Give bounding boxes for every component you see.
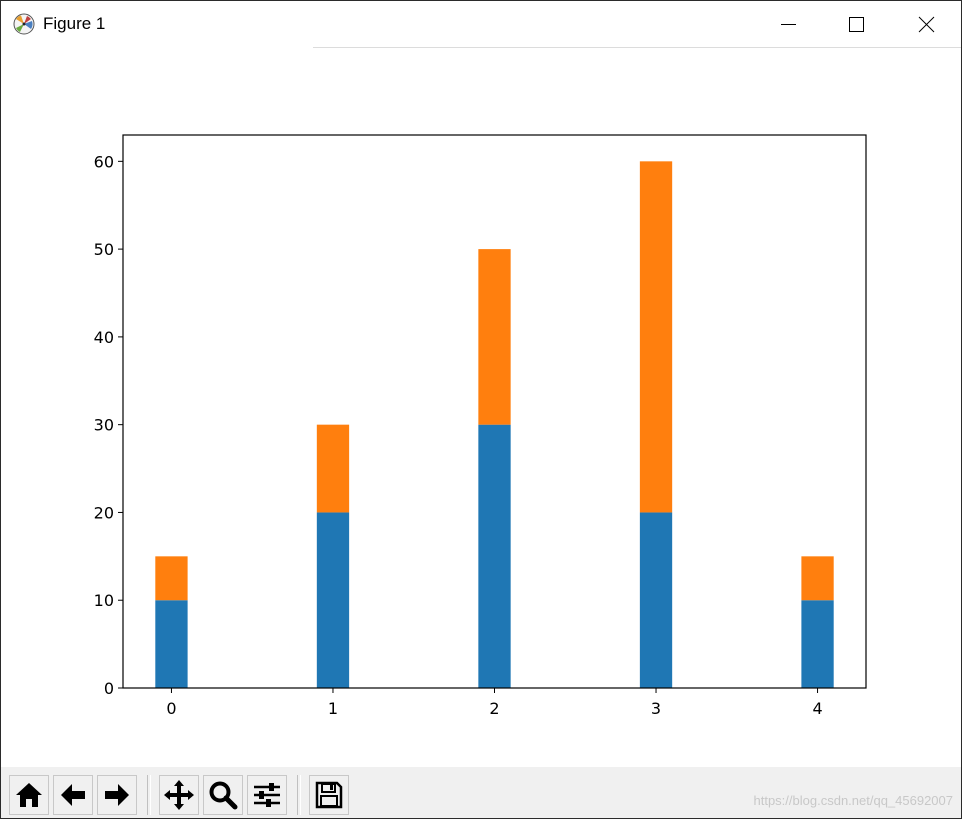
toolbar-separator: [147, 775, 151, 815]
title-bar[interactable]: Figure 1: [1, 1, 961, 47]
close-button[interactable]: [891, 1, 961, 47]
bar-base-3: [639, 512, 673, 688]
y-tick-label: 20: [94, 503, 114, 522]
close-icon: [918, 16, 935, 33]
window-title: Figure 1: [43, 14, 106, 33]
x-axis: 0 1 2 3 4: [166, 688, 823, 718]
y-tick-label: 10: [94, 591, 114, 610]
y-axis: 0 10 20 30 40 50 60: [94, 152, 123, 698]
x-tick-label: 2: [489, 699, 499, 718]
forward-button[interactable]: [97, 775, 137, 815]
minimize-icon: [781, 24, 796, 25]
watermark-text: https://blog.csdn.net/qq_45692007: [753, 793, 954, 808]
x-tick-label: 4: [812, 699, 822, 718]
arrow-left-icon: [61, 784, 85, 806]
figure-canvas[interactable]: 0 10 20 30 40 50 60 0 1 2 3 4: [1, 48, 961, 767]
y-tick-label: 0: [104, 679, 114, 698]
x-tick-label: 3: [651, 699, 661, 718]
x-tick-label: 1: [328, 699, 338, 718]
maximize-button[interactable]: [821, 1, 891, 47]
bar-base-4: [801, 600, 834, 688]
home-button[interactable]: [9, 775, 49, 815]
y-tick-label: 50: [94, 240, 114, 259]
back-button[interactable]: [53, 775, 93, 815]
title-divider: [313, 47, 961, 48]
arrow-right-icon: [105, 784, 129, 806]
sliders-icon: [254, 783, 280, 807]
minimize-button[interactable]: [753, 1, 823, 47]
pan-button[interactable]: [159, 775, 199, 815]
x-tick-label: 0: [166, 699, 176, 718]
y-tick-label: 40: [94, 328, 114, 347]
y-tick-label: 60: [94, 152, 114, 171]
zoom-button[interactable]: [203, 775, 243, 815]
maximize-icon: [849, 17, 864, 32]
move-icon: [164, 780, 194, 810]
bar-top-1: [316, 424, 350, 513]
bar-base-2: [478, 424, 511, 688]
bar-top-3: [639, 161, 673, 513]
navigation-toolbar: https://blog.csdn.net/qq_45692007: [1, 767, 961, 818]
bar-base-1: [316, 512, 350, 688]
y-tick-label: 30: [94, 416, 114, 435]
toolbar-separator: [297, 775, 301, 815]
magnifier-icon: [209, 781, 238, 810]
floppy-disk-icon: [315, 781, 343, 809]
bar-base-0: [155, 600, 188, 688]
bar-top-0: [155, 556, 188, 601]
save-button[interactable]: [309, 775, 349, 815]
bar-top-2: [478, 249, 511, 425]
bars-group: [155, 161, 834, 688]
home-icon: [16, 783, 42, 807]
configure-subplots-button[interactable]: [247, 775, 287, 815]
bar-top-4: [801, 556, 834, 601]
matplotlib-icon[interactable]: [13, 13, 35, 35]
